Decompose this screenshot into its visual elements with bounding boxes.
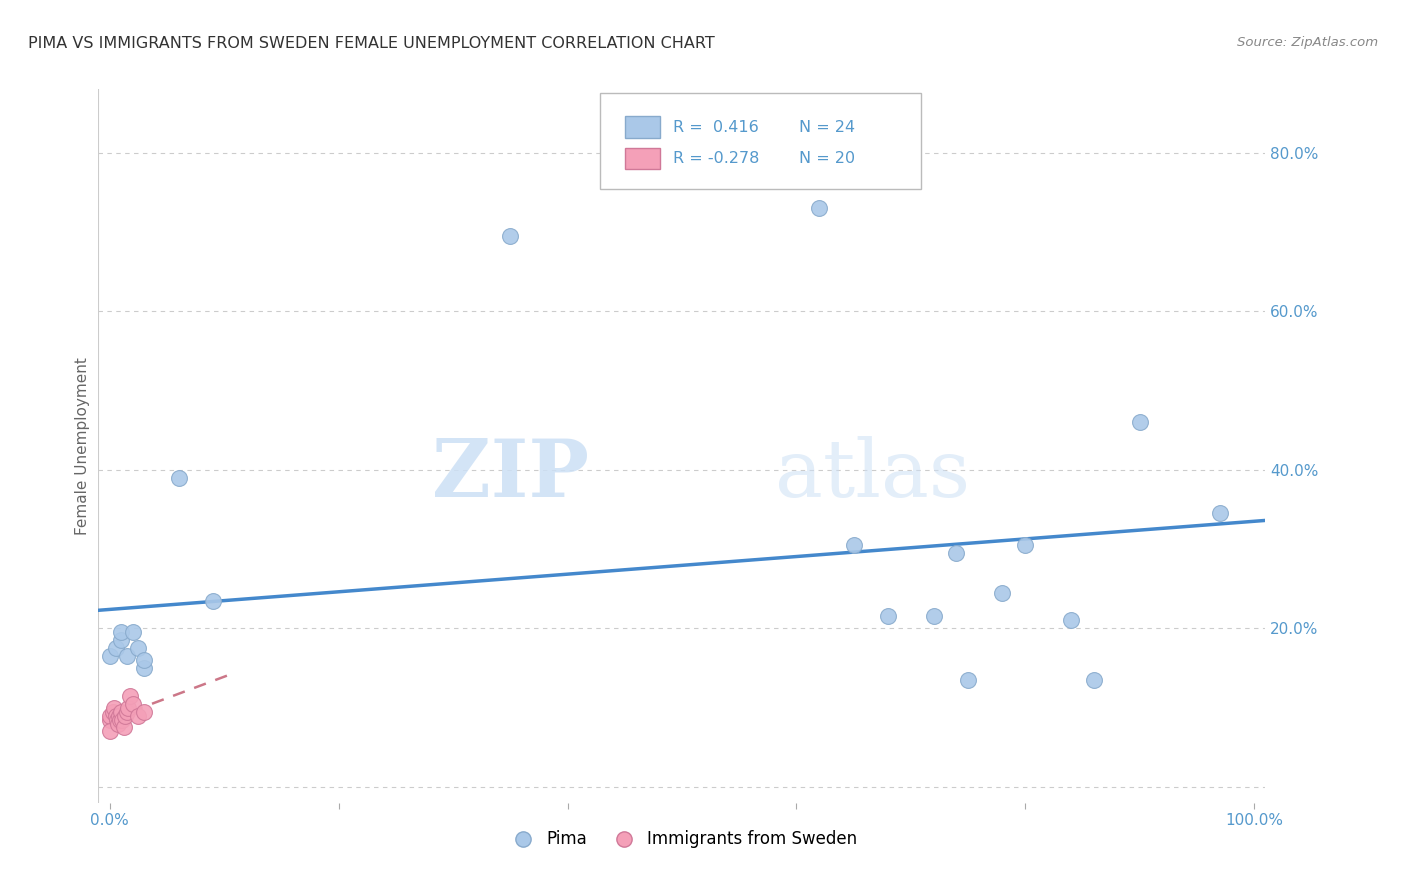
Point (98, 713, 121, 727)
Point (117, 700, 139, 714)
Point (110, 625, 132, 640)
Point (1208, 507, 1230, 521)
Point (107, 716, 129, 731)
Point (1060, 614, 1083, 628)
Point (105, 713, 128, 727)
Point (922, 609, 945, 624)
FancyBboxPatch shape (600, 93, 921, 189)
Point (108, 713, 131, 727)
Text: R = -0.278: R = -0.278 (672, 151, 759, 166)
Text: Source: ZipAtlas.com: Source: ZipAtlas.com (1237, 36, 1378, 49)
Point (991, 585, 1014, 599)
Point (120, 689, 142, 703)
Point (1014, 538, 1036, 552)
Point (103, 700, 125, 714)
Y-axis label: Female Unemployment: Female Unemployment (75, 357, 90, 535)
Point (1083, 673, 1105, 687)
FancyBboxPatch shape (624, 116, 659, 137)
Point (127, 708, 149, 723)
Point (842, 538, 865, 552)
Point (115, 649, 138, 664)
Point (110, 633, 132, 648)
Text: R =  0.416: R = 0.416 (672, 120, 758, 135)
Point (134, 661, 156, 675)
FancyBboxPatch shape (624, 148, 659, 169)
Point (499, 228, 522, 243)
Point (111, 713, 134, 727)
Text: N = 20: N = 20 (799, 151, 855, 166)
Text: PIMA VS IMMIGRANTS FROM SWEDEN FEMALE UNEMPLOYMENT CORRELATION CHART: PIMA VS IMMIGRANTS FROM SWEDEN FEMALE UN… (28, 36, 714, 51)
Point (103, 705, 125, 719)
Point (127, 641, 149, 656)
Text: ZIP: ZIP (432, 435, 589, 514)
Point (121, 697, 143, 711)
Point (121, 625, 143, 640)
Point (110, 705, 132, 719)
Text: atlas: atlas (775, 435, 970, 514)
Point (134, 653, 156, 667)
Text: N = 24: N = 24 (799, 120, 855, 135)
Point (112, 721, 135, 735)
Point (104, 708, 127, 723)
Point (114, 708, 136, 723)
Point (876, 609, 898, 624)
Point (167, 471, 190, 485)
Point (108, 708, 131, 723)
Point (104, 641, 127, 656)
Point (98, 649, 121, 664)
Point (956, 673, 979, 687)
Point (1128, 415, 1150, 429)
Point (808, 201, 831, 215)
Point (98, 708, 121, 723)
Point (201, 593, 224, 607)
Point (115, 705, 138, 719)
Legend: Pima, Immigrants from Sweden: Pima, Immigrants from Sweden (499, 824, 865, 855)
Point (134, 705, 156, 719)
Point (945, 546, 967, 560)
Point (98, 724, 121, 739)
